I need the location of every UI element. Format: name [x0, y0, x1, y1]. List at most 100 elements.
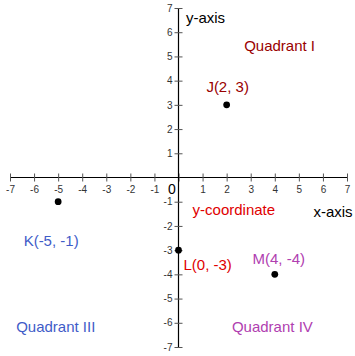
x-tick-label: 7: [345, 184, 351, 195]
x-tick-mark: [106, 174, 107, 182]
y-tick-label: 1: [167, 148, 173, 159]
y-axis-line: [178, 8, 179, 347]
x-tick-label: 4: [273, 184, 279, 195]
x-tick: -2: [126, 174, 135, 195]
y-tick-label: 3: [167, 100, 173, 111]
data-label: M(4, -4): [253, 250, 306, 267]
x-tick: 6: [321, 174, 327, 195]
x-tick-label: 3: [248, 184, 254, 195]
y-tick: 6: [167, 27, 183, 38]
x-tick-mark: [251, 174, 252, 182]
chart: -7-6-5-4-3-2-101234567-7-6-5-4-3-2-11234…: [0, 0, 355, 356]
x-tick: -1: [150, 174, 159, 195]
y-tick-mark: [175, 81, 183, 82]
y-tick-mark: [175, 153, 183, 154]
y-tick: -6: [164, 317, 183, 328]
x-tick-label: -2: [126, 184, 135, 195]
x-tick: -3: [102, 174, 111, 195]
y-tick: 7: [167, 3, 183, 14]
x-tick: -4: [78, 174, 87, 195]
y-tick-label: -6: [164, 317, 173, 328]
data-label: K(-5, -1): [24, 232, 79, 249]
y-tick-label: -7: [164, 342, 173, 353]
y-axis: -7 -6 -5 -4 -3 -2 -1 1 2 3 4 5 6 7: [164, 3, 183, 353]
point: [271, 271, 278, 278]
x-tick-mark: [34, 174, 35, 182]
annotation: Quadrant III: [16, 318, 95, 335]
y-tick-mark: [175, 56, 183, 57]
y-tick-label: 4: [167, 75, 173, 86]
y-tick-mark: [175, 105, 183, 106]
y-tick: 5: [167, 51, 183, 62]
y-tick: 3: [167, 100, 183, 111]
y-tick: 4: [167, 75, 183, 86]
y-tick-label: -3: [164, 245, 173, 256]
annotation: Quadrant I: [244, 37, 315, 54]
x-tick-mark: [203, 174, 204, 182]
y-tick-label: 6: [167, 27, 173, 38]
x-tick-label: 2: [224, 184, 230, 195]
point: [223, 101, 230, 108]
x-tick-mark: [58, 174, 59, 182]
y-tick-mark: [175, 202, 183, 203]
x-tick-label: -6: [30, 184, 39, 195]
x-tick-mark: [275, 174, 276, 182]
x-tick: 0: [168, 174, 179, 198]
x-tick-label: 5: [297, 184, 303, 195]
x-tick-mark: [82, 174, 83, 182]
y-tick: -5: [164, 293, 183, 304]
data-label: J(2, 3): [206, 78, 249, 95]
x-tick-label: -7: [6, 184, 15, 195]
point: [55, 198, 62, 205]
x-tick-mark: [130, 174, 131, 182]
y-axis-title: y-axis: [186, 9, 225, 26]
annotation: y-coordinate: [193, 201, 276, 218]
x-tick-label: -3: [102, 184, 111, 195]
point: [175, 247, 182, 254]
x-tick: 3: [248, 174, 254, 195]
y-tick: -4: [164, 269, 183, 280]
x-tick-mark: [299, 174, 300, 182]
x-tick-label: 6: [321, 184, 327, 195]
y-tick-label: 2: [167, 124, 173, 135]
data-label: L(0, -3): [184, 256, 232, 273]
x-tick: 1: [200, 174, 206, 195]
y-tick: -2: [164, 221, 183, 232]
x-tick: 5: [297, 174, 303, 195]
y-tick: -7: [164, 342, 183, 353]
y-tick-mark: [175, 323, 183, 324]
y-tick: -3: [164, 245, 183, 256]
y-tick-mark: [175, 32, 183, 33]
x-tick-label: 1: [200, 184, 206, 195]
x-tick-label: -4: [78, 184, 87, 195]
y-tick-label: 7: [167, 3, 173, 14]
x-tick: 2: [224, 174, 230, 195]
data-labels: J(2, 3) K(-5, -1) L(0, -3) M(4, -4): [24, 78, 305, 273]
y-tick-mark: [175, 274, 183, 275]
y-tick-mark: [175, 226, 183, 227]
y-tick-label: -5: [164, 293, 173, 304]
y-tick-mark: [175, 8, 183, 9]
x-axis-title: x-axis: [313, 203, 352, 220]
y-tick: 2: [167, 124, 183, 135]
x-tick: 4: [273, 174, 279, 195]
x-tick-mark: [323, 174, 324, 182]
y-tick: 1: [167, 148, 183, 159]
points: [55, 101, 278, 277]
y-tick: -1: [164, 196, 183, 207]
annotation: Quadrant IV: [232, 318, 313, 335]
y-tick-label: -2: [164, 221, 173, 232]
x-tick: -5: [54, 174, 63, 195]
y-tick-label: -1: [164, 196, 173, 207]
x-tick-mark: [347, 174, 348, 182]
x-tick-mark: [154, 174, 155, 182]
y-tick-label: -4: [164, 269, 173, 280]
x-tick-mark: [227, 174, 228, 182]
x-tick-label: 0: [168, 181, 176, 197]
y-tick-mark: [175, 347, 183, 348]
x-tick-mark: [10, 174, 11, 182]
x-tick-label: -1: [150, 184, 159, 195]
y-tick-label: 5: [167, 51, 173, 62]
y-tick-mark: [175, 129, 183, 130]
x-tick: -6: [30, 174, 39, 195]
